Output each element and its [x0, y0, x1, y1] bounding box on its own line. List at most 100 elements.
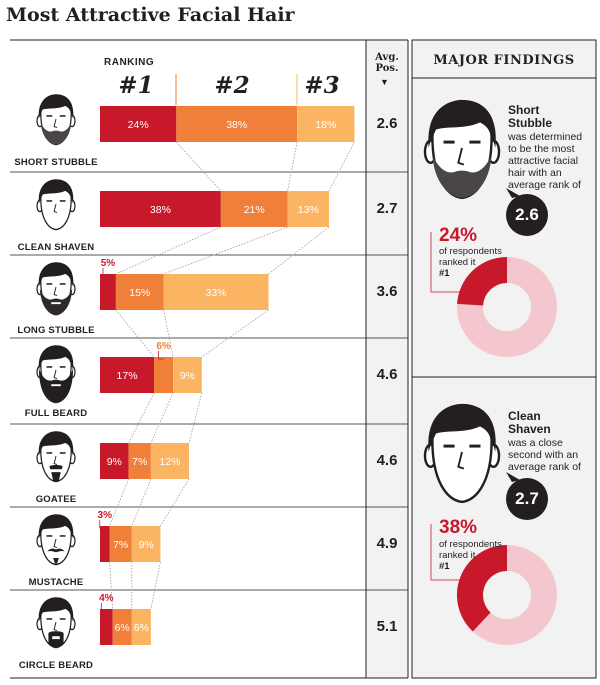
callout-leader — [100, 603, 107, 612]
bar-segment-rank1 — [100, 443, 129, 479]
rank-connector-line — [109, 478, 129, 527]
finding-2-percent: 38% — [439, 517, 478, 538]
bar-segment-rank3 — [297, 106, 355, 142]
bar-segment-rank3 — [287, 191, 329, 227]
rank-connector-line — [163, 309, 174, 358]
finding-1-pct-rank: #1 — [439, 268, 450, 279]
finding-1-description: was determined to be the most attractive… — [508, 131, 598, 191]
finding-1-leader — [430, 232, 460, 293]
bar-segment-rank2 — [112, 609, 132, 645]
bar-value-label: 17% — [117, 370, 138, 382]
bar-value-label: 6% — [134, 622, 149, 634]
short-stubble-face-icon — [36, 94, 76, 146]
bar-value-label: 13% — [298, 204, 319, 216]
finding-2-name-line1: Clean — [508, 409, 541, 423]
finding-2-name-line2: Shaven — [508, 422, 551, 436]
clean-shaven-face-icon — [36, 179, 76, 231]
rank-connector-line — [128, 392, 155, 444]
bar-segment-rank2 — [154, 357, 174, 393]
bar-value-label: 5% — [101, 258, 116, 269]
bar-value-label: 24% — [128, 119, 149, 131]
rank-connector-line — [201, 309, 269, 358]
finding-2-description: was a close second with an average rank … — [508, 437, 598, 473]
finding-2-donut — [457, 545, 557, 645]
callout-leader — [102, 268, 108, 277]
finding-2-avg-badge: 2.7 — [506, 478, 548, 520]
finding-1-avg-badge: 2.6 — [506, 194, 548, 236]
finding-2-desc-line: second with an — [508, 449, 579, 461]
page-title: Most Attractive Facial Hair — [6, 4, 295, 26]
avg-pos-header[interactable]: Avg. Pos. — [375, 52, 399, 74]
avg-pos-value: 4.6 — [376, 366, 398, 383]
rank-connector-line — [131, 478, 152, 527]
donut-value-arc — [457, 257, 508, 307]
finding-2-pct-line: ranked it — [439, 550, 476, 561]
rank-connector-line — [188, 392, 203, 444]
bar-value-label: 3% — [98, 510, 113, 521]
bar-segment-rank2 — [128, 443, 151, 479]
rank-connector-line — [115, 226, 222, 275]
bar-value-label: 9% — [139, 539, 154, 551]
bar-segment-rank1 — [100, 357, 155, 393]
rank-connector-line — [115, 309, 155, 358]
long-stubble-face-icon — [36, 262, 76, 316]
circle-beard-face-icon — [36, 597, 76, 649]
bar-segment-rank1 — [100, 106, 177, 142]
bar-value-label: 33% — [206, 287, 227, 299]
full-beard-face-icon — [36, 345, 76, 404]
bar-segment-rank2 — [109, 526, 132, 562]
bar-segment-rank2 — [176, 106, 298, 142]
finding-2-pct-rank: #1 — [439, 561, 450, 572]
rank-connector-line — [150, 561, 161, 610]
avg-column-bg — [366, 40, 408, 678]
bar-value-label: 15% — [129, 287, 150, 299]
row-label: CIRCLE BEARD — [18, 660, 94, 671]
bar-segment-rank3 — [131, 526, 161, 562]
avg-pos-value: 2.7 — [376, 200, 398, 217]
avg-pos-value: 2.6 — [376, 115, 398, 132]
finding-2-percent-desc: of respondents ranked it #1 — [439, 539, 502, 572]
finding-1-percent-desc: of respondents ranked it #1 — [439, 246, 502, 279]
callout-leader — [99, 520, 105, 529]
avg-pos-value: 3.6 — [376, 283, 398, 300]
finding-1-desc-line: was determined — [508, 131, 583, 143]
sort-down-icon[interactable]: ▼ — [380, 77, 389, 87]
bar-value-label: 6% — [115, 622, 130, 634]
bar-segment-rank2 — [220, 191, 288, 227]
bar-value-label: 38% — [150, 204, 171, 216]
goatee-face-icon — [36, 431, 76, 483]
rank-connector-line — [150, 392, 174, 444]
mustache-face-icon — [36, 514, 76, 566]
bar-segment-rank3 — [150, 443, 190, 479]
bar-segment-rank1 — [100, 274, 116, 310]
bar-value-label: 18% — [315, 119, 336, 131]
finding-2-desc-line: was a close — [508, 437, 563, 449]
bar-segment-rank3 — [163, 274, 269, 310]
finding-1-donut — [457, 257, 557, 357]
row-label: CLEAN SHAVEN — [17, 242, 95, 253]
bar-value-label: 7% — [113, 539, 128, 551]
rank-connector-line — [163, 226, 288, 275]
bar-segment-rank3 — [173, 357, 202, 393]
finding-1-desc-line: to be the most — [508, 143, 575, 155]
finding-1-desc-line: average rank of — [508, 179, 581, 191]
rank-connector-line — [109, 561, 114, 610]
callout-leader — [158, 351, 164, 360]
bar-value-label: 38% — [226, 119, 247, 131]
rank-3-header: #3 — [304, 72, 340, 99]
bar-value-label: 4% — [99, 593, 114, 604]
finding-1-percent: 24% — [439, 225, 478, 246]
bar-segment-rank3 — [131, 609, 151, 645]
finding-1-pct-line: ranked it — [439, 257, 476, 268]
bar-segment-rank1 — [100, 191, 221, 227]
ranking-header: RANKING — [104, 57, 155, 68]
bar-value-label: 12% — [159, 456, 180, 468]
finding-2-face-icon — [423, 403, 501, 504]
rank-connector-line — [176, 141, 222, 192]
row-label: SHORT STUBBLE — [14, 157, 98, 168]
rank-connector-line — [268, 226, 330, 275]
rank-1-header: #1 — [118, 72, 154, 99]
row-label: GOATEE — [35, 494, 77, 505]
major-findings-title: MAJOR FINDINGS — [433, 53, 575, 68]
